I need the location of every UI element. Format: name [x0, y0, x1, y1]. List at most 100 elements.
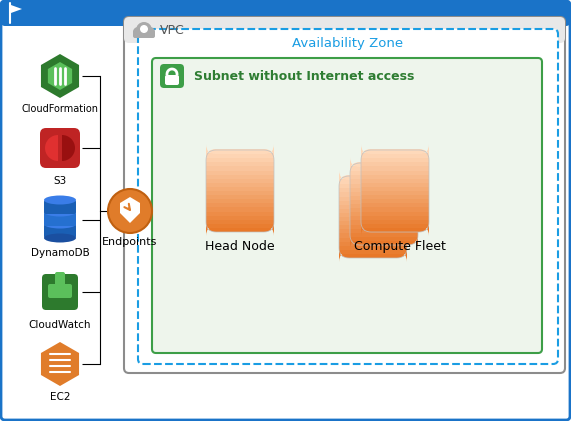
Bar — [350, 203, 418, 208]
Bar — [361, 169, 429, 175]
Bar — [206, 222, 274, 228]
Bar — [206, 194, 274, 199]
Bar — [206, 189, 274, 195]
Bar — [206, 161, 274, 166]
FancyBboxPatch shape — [165, 75, 179, 85]
Wedge shape — [62, 135, 75, 161]
Bar — [350, 170, 418, 175]
FancyBboxPatch shape — [339, 170, 407, 185]
Bar — [206, 206, 274, 211]
Text: Region: Region — [28, 7, 82, 21]
Bar — [206, 152, 274, 158]
FancyBboxPatch shape — [361, 222, 429, 236]
Bar — [350, 207, 418, 212]
FancyBboxPatch shape — [206, 144, 274, 159]
FancyBboxPatch shape — [55, 272, 65, 286]
Text: Subnet without Internet access: Subnet without Internet access — [194, 69, 415, 83]
FancyBboxPatch shape — [48, 284, 72, 298]
Polygon shape — [120, 197, 140, 223]
Circle shape — [140, 25, 148, 33]
FancyBboxPatch shape — [206, 222, 274, 236]
FancyBboxPatch shape — [339, 248, 407, 262]
FancyBboxPatch shape — [133, 30, 155, 38]
Bar — [361, 202, 429, 208]
FancyBboxPatch shape — [44, 200, 76, 214]
Bar — [206, 165, 274, 171]
Bar — [339, 195, 407, 200]
Text: Endpoints: Endpoints — [102, 237, 158, 247]
Bar — [206, 218, 274, 224]
Text: DynamoDB: DynamoDB — [31, 248, 90, 258]
Bar — [361, 181, 429, 187]
Bar — [361, 222, 429, 228]
Text: Availability Zone: Availability Zone — [292, 37, 404, 50]
Text: S3: S3 — [53, 176, 67, 186]
Bar — [206, 198, 274, 203]
Bar — [206, 173, 274, 179]
Circle shape — [133, 27, 143, 37]
Ellipse shape — [44, 195, 76, 205]
Bar — [350, 190, 418, 196]
Bar — [361, 206, 429, 211]
Bar — [361, 165, 429, 171]
FancyBboxPatch shape — [42, 274, 78, 310]
Bar — [350, 231, 418, 237]
Bar — [361, 177, 429, 183]
Bar — [361, 161, 429, 166]
Bar — [339, 244, 407, 250]
Bar — [361, 185, 429, 191]
Bar — [206, 210, 274, 216]
Bar — [350, 219, 418, 224]
Text: CloudWatch: CloudWatch — [29, 320, 91, 330]
Bar — [339, 179, 407, 184]
Bar — [339, 207, 407, 213]
Bar — [339, 191, 407, 197]
FancyBboxPatch shape — [124, 17, 565, 43]
Polygon shape — [41, 342, 79, 386]
Bar — [350, 215, 418, 221]
Bar — [339, 199, 407, 205]
Ellipse shape — [44, 219, 76, 229]
Bar — [206, 181, 274, 187]
FancyBboxPatch shape — [40, 128, 80, 168]
Circle shape — [108, 189, 152, 233]
FancyBboxPatch shape — [44, 212, 76, 226]
Bar — [350, 198, 418, 204]
Bar — [350, 223, 418, 229]
Bar — [361, 189, 429, 195]
Bar — [350, 182, 418, 188]
Bar — [339, 228, 407, 233]
Bar — [350, 165, 418, 171]
Text: Head Node: Head Node — [205, 240, 275, 253]
Bar — [339, 224, 407, 229]
Bar — [339, 232, 407, 237]
Bar — [206, 214, 274, 220]
Text: VPC: VPC — [160, 24, 185, 37]
Bar — [350, 195, 418, 200]
FancyBboxPatch shape — [152, 58, 542, 353]
Bar — [206, 169, 274, 175]
Polygon shape — [41, 54, 79, 98]
Bar — [339, 203, 407, 209]
Bar — [339, 216, 407, 221]
Bar — [361, 157, 429, 163]
FancyBboxPatch shape — [1, 1, 570, 26]
Bar — [361, 214, 429, 220]
Polygon shape — [11, 5, 22, 13]
FancyBboxPatch shape — [124, 17, 565, 373]
Bar — [361, 152, 429, 158]
FancyBboxPatch shape — [350, 157, 418, 172]
Bar — [339, 187, 407, 192]
Bar — [350, 178, 418, 184]
FancyBboxPatch shape — [44, 224, 76, 238]
Bar — [350, 186, 418, 192]
Ellipse shape — [44, 208, 76, 216]
Bar — [350, 227, 418, 233]
FancyBboxPatch shape — [350, 235, 418, 249]
Bar — [339, 240, 407, 246]
Bar — [361, 198, 429, 203]
Bar — [206, 185, 274, 191]
Bar — [350, 235, 418, 241]
Text: Compute Fleet: Compute Fleet — [354, 240, 446, 253]
Bar — [350, 174, 418, 179]
